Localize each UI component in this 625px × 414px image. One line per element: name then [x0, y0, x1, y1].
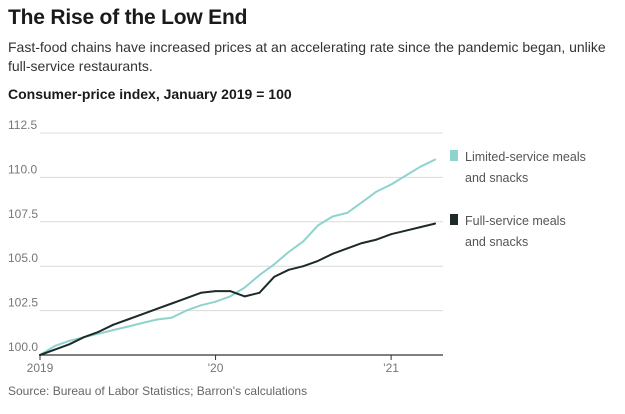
- data-point: [346, 247, 349, 250]
- data-point: [112, 323, 115, 326]
- data-point: [404, 229, 407, 232]
- data-point: [346, 212, 349, 214]
- data-point: [360, 242, 363, 245]
- data-point: [331, 215, 334, 218]
- legend-swatch: [450, 214, 458, 225]
- data-point: [126, 318, 129, 321]
- y-tick-label: 105.0: [8, 251, 38, 265]
- data-point: [53, 348, 56, 351]
- data-point: [170, 302, 173, 305]
- data-point: [243, 295, 246, 298]
- data-point: [112, 329, 115, 332]
- x-tick-label: 2019: [27, 361, 54, 375]
- chart-subtitle: Fast-food chains have increased prices a…: [8, 39, 606, 74]
- data-point: [185, 309, 188, 312]
- data-point: [273, 263, 275, 266]
- data-point: [156, 318, 158, 321]
- data-point: [53, 345, 56, 348]
- legend-label: Limited-service meals: [465, 150, 586, 164]
- data-point: [404, 174, 407, 177]
- units-label: Consumer-price index, January 2019 = 100: [8, 86, 292, 102]
- data-point: [434, 158, 436, 161]
- data-point: [390, 183, 393, 186]
- data-point: [214, 300, 217, 303]
- y-tick-label: 112.5: [8, 118, 37, 132]
- y-tick-label: 102.5: [8, 296, 38, 310]
- source-note: Source: Bureau of Labor Statistics; Barr…: [8, 384, 308, 398]
- data-point: [97, 331, 100, 333]
- data-point: [273, 275, 275, 278]
- y-tick-label: 110.0: [8, 162, 37, 176]
- x-tick-label: '20: [208, 361, 224, 375]
- data-point: [360, 201, 363, 204]
- series-line-full-service: [39, 222, 436, 356]
- data-point: [126, 325, 129, 328]
- data-point: [170, 316, 173, 319]
- data-point: [185, 297, 188, 300]
- data-point: [258, 291, 261, 294]
- data-point: [82, 336, 85, 339]
- data-point: [287, 251, 290, 253]
- data-point: [156, 307, 158, 310]
- x-tick-label: '21: [383, 361, 399, 375]
- data-point: [141, 313, 144, 316]
- data-point: [97, 332, 100, 335]
- legend-label: and snacks: [465, 171, 528, 185]
- data-point: [375, 238, 378, 241]
- y-tick-label: 107.5: [8, 207, 38, 221]
- data-point: [375, 190, 378, 193]
- legend-label: and snacks: [465, 235, 528, 249]
- data-point: [302, 240, 305, 243]
- data-point: [302, 265, 305, 268]
- data-point: [243, 286, 246, 289]
- data-point: [258, 274, 261, 276]
- data-point: [141, 322, 144, 324]
- data-point: [331, 252, 334, 255]
- legend-swatch: [450, 150, 458, 161]
- data-point: [68, 343, 71, 346]
- data-point: [200, 291, 202, 294]
- data-point: [287, 268, 290, 271]
- data-point: [214, 290, 217, 292]
- data-point: [39, 354, 41, 356]
- data-point: [419, 226, 422, 229]
- data-point: [419, 165, 422, 168]
- data-point: [229, 295, 232, 298]
- y-tick-label: 100.0: [8, 340, 38, 354]
- series-line-limited-service: [39, 158, 436, 356]
- data-point: [68, 339, 71, 342]
- data-point: [200, 304, 202, 307]
- chart-title: The Rise of the Low End: [8, 6, 248, 29]
- data-point: [317, 259, 319, 262]
- data-point: [390, 233, 393, 236]
- data-point: [317, 224, 319, 227]
- legend-label: Full-service meals: [465, 214, 566, 228]
- data-point: [434, 222, 436, 225]
- data-point: [229, 290, 232, 292]
